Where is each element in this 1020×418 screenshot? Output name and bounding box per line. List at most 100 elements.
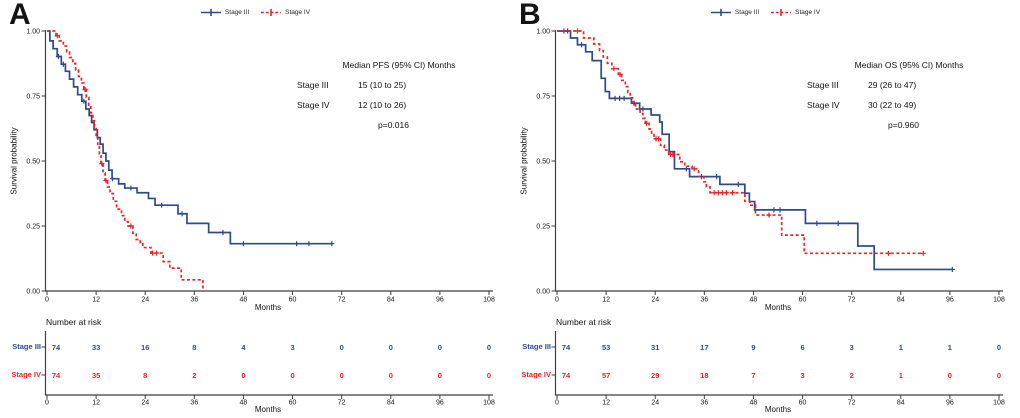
censor-mark-stage-iv [670,151,676,158]
risk-count-stage-iv: 0 [487,371,491,380]
legend-label: Stage III [224,9,250,16]
x-tick-label: 108 [483,297,495,304]
risk-x-tick-label: 96 [946,400,954,407]
km-plot-os: 0.000.250.500.751.000 12 24 36 48 60 72 84 96 108… [536,28,1005,407]
risk-count-stage-iii: 0 [340,343,344,352]
x-tick-label: 72 [848,297,856,304]
risk-count-stage-iv: 8 [143,371,147,380]
risk-row-label-stage-iv: Stage IV [11,370,41,379]
x-tick-label: 84 [897,297,905,304]
risk-x-axis-title: Months [254,405,282,414]
censor-mark-stage-iv [729,190,736,196]
annotation-title: Median OS (95% CI) Months [854,60,964,70]
legend-label: Stage IV [285,9,311,16]
risk-count-stage-iv: 0 [948,371,952,380]
km-plot-pfs: 0.000.250.500.751.000 12 24 36 48 60 72 84 96 108… [26,29,495,407]
risk-x-tick-label: 48 [240,400,248,407]
x-tick-label: 96 [946,297,954,304]
annotation-row: Stage III 29 (26 to 47) [807,80,917,90]
censor-mark-stage-iv [154,250,160,256]
censor-mark-stage-iv [99,161,105,167]
risk-x-tick-label: 24 [651,400,659,407]
legend-marker-stage-iii-icon [710,9,731,16]
risk-count-stage-iv: 0 [340,371,344,380]
legend-marker-stage-iii-icon [200,9,221,16]
risk-count-stage-iii: 8 [192,343,196,352]
risk-count-stage-iii: 0 [487,343,491,352]
risk-count-stage-iii: 74 [52,343,61,352]
legend: Stage III Stage IV [510,8,1020,17]
legend-label: Stage III [734,9,760,16]
x-tick-label: 24 [141,297,149,304]
risk-count-stage-iv: 0 [997,371,1001,380]
censor-mark-stage-iii [617,95,623,101]
panel-label-b: B [519,0,541,31]
risk-x-tick-label: 72 [338,400,346,407]
risk-count-stage-iv: 0 [389,371,393,380]
x-axis-title: Months [254,303,282,312]
risk-count-stage-iv: 3 [800,371,804,380]
legend-item-stage-iii: Stage III [200,8,249,17]
risk-count-stage-iii: 3 [290,343,294,352]
censor-mark-stage-iv [723,190,730,196]
risk-count-stage-iii: 9 [751,343,755,352]
risk-count-stage-iii: 0 [389,343,393,352]
legend-item-stage-iii: Stage III [710,8,759,17]
y-tick-label: 0.00 [26,289,40,296]
censor-mark-stage-iii [294,241,300,247]
risk-x-tick-label: 0 [45,400,49,407]
censor-mark-stage-iv [655,136,662,142]
annotation-row: Stage III 15 (10 to 25) [297,80,407,90]
risk-count-stage-iv: 2 [850,371,854,380]
risk-x-axis-title: Months [764,405,792,414]
panel-label-a: A [9,0,31,31]
risk-row-label-stage-iii: Stage III [12,342,41,351]
censor-mark-stage-iii [109,176,116,182]
risk-count-stage-iv: 0 [438,371,442,380]
risk-x-tick-label: 108 [483,400,495,407]
x-tick-label: 84 [387,297,395,304]
p-value: p=0.016 [378,120,409,130]
y-axis-title: Survival probability [519,127,529,195]
panel-b: 0.00 0.25 0.50 0.75 1.00 0 12 24 36 48 60 72 84 96 108… [510,0,1020,418]
censor-mark-stage-iii [60,61,66,67]
x-tick-label: 48 [750,297,758,304]
risk-count-stage-iii: 16 [141,343,149,352]
risk-row-label-stage-iii: Stage III [522,342,551,351]
risk-x-tick-label: 60 [289,400,297,407]
censor-mark-stage-iii [240,241,247,247]
risk-count-stage-iii: 1 [899,343,903,352]
censor-mark-stage-iv [103,177,109,184]
stats-annotation: Median PFS (95% CI) Months Stage III 15 … [290,60,508,130]
censor-mark-stage-iii [735,181,741,187]
censor-mark-stage-iii [578,42,585,48]
x-tick-label: 48 [240,297,248,304]
censor-mark-stage-iii [835,220,841,226]
x-axis-title: Months [764,303,792,312]
legend: Stage III Stage IV [0,8,510,17]
risk-x-tick-label: 36 [190,400,198,407]
risk-count-stage-iv: 29 [651,371,659,380]
censor-mark-stage-iv [920,250,926,256]
x-tick-label: 60 [799,297,807,304]
censor-mark-stage-iv [617,71,623,78]
risk-count-stage-iv: 0 [290,371,294,380]
x-tick-label: 12 [602,297,610,304]
risk-count-stage-iii: 31 [651,343,659,352]
x-tick-label: 12 [92,297,100,304]
risk-count-stage-iii: 74 [562,343,571,352]
x-tick-label: 60 [289,297,297,304]
risk-count-stage-iv: 18 [700,371,708,380]
risk-x-tick-label: 96 [436,400,444,407]
km-curve-stage-iv [557,30,924,255]
risk-count-stage-iv: 1 [899,371,903,380]
censor-mark-stage-iii [220,229,226,236]
censor-mark-stage-iii [329,241,335,247]
risk-x-tick-label: 84 [897,400,905,407]
x-tick-label: 36 [700,297,708,304]
legend-item-stage-iv: Stage IV [770,8,820,17]
risk-count-stage-iii: 6 [800,343,804,352]
number-at-risk-title: Number at risk [46,317,102,327]
annotation-title: Median PFS (95% CI) Months [342,60,456,70]
